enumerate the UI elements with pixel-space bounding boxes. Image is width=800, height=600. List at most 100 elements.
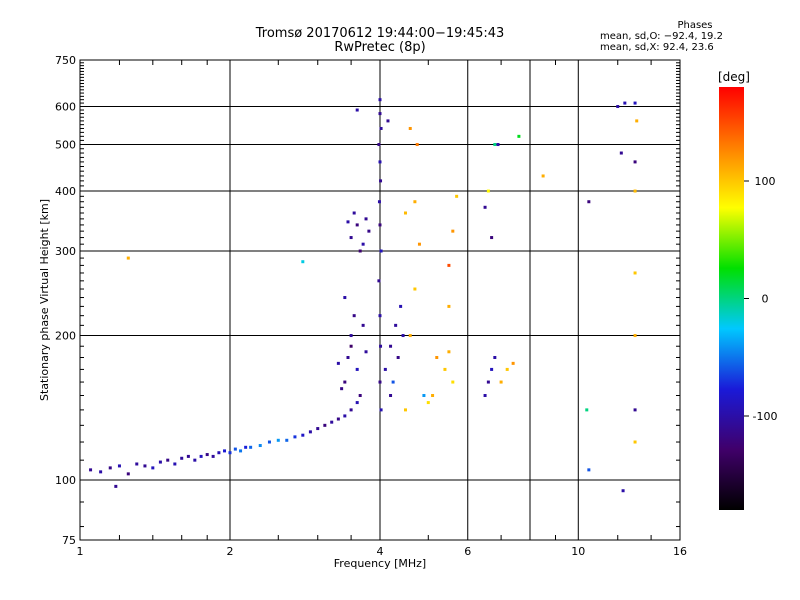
scatter-point: [355, 223, 359, 227]
chart-subtitle: RwPretec (8p): [334, 40, 426, 55]
scatter-point: [383, 367, 387, 371]
scatter-point: [377, 143, 381, 147]
scatter-point: [193, 458, 197, 462]
phase-legend-title: Phases: [677, 20, 713, 31]
scatter-point: [447, 350, 451, 354]
scatter-point: [490, 367, 494, 371]
scatter-point: [180, 456, 184, 460]
scatter-point: [633, 334, 637, 338]
scatter-point: [378, 380, 382, 384]
scatter-point: [211, 454, 215, 458]
scatter-point: [276, 438, 280, 442]
scatter-point: [499, 380, 503, 384]
y-tick-label: 400: [55, 185, 76, 198]
scatter-point: [358, 394, 362, 398]
scatter-point: [490, 236, 494, 240]
scatter-point: [377, 200, 381, 204]
scatter-point: [635, 119, 639, 123]
scatter-point: [267, 440, 271, 444]
scatter-point: [378, 314, 382, 318]
scatter-point: [379, 344, 383, 348]
scatter-point: [619, 151, 623, 155]
scatter-point: [352, 314, 356, 318]
scatter-point: [486, 380, 490, 384]
scatter-point: [358, 249, 362, 253]
scatter-point: [343, 296, 347, 300]
scatter-point: [377, 279, 381, 283]
scatter-point: [173, 462, 177, 466]
scatter-point: [379, 249, 383, 253]
scatter-point: [417, 242, 421, 246]
scatter-point: [346, 220, 350, 224]
colorbar-tick-label: -100: [753, 410, 778, 423]
scatter-point: [378, 98, 382, 102]
scatter-point: [349, 408, 353, 412]
scatter-point: [249, 445, 253, 449]
y-tick-label: 600: [55, 101, 76, 114]
x-tick-label: 16: [673, 545, 687, 558]
scatter-point: [585, 408, 589, 412]
scatter-point: [89, 468, 93, 472]
scatter-point: [623, 101, 627, 105]
scatter-point: [386, 119, 390, 123]
scatter-point: [447, 263, 451, 267]
scatter-point: [389, 344, 393, 348]
x-tick-label: 10: [571, 545, 585, 558]
scatter-point: [126, 472, 130, 476]
y-tick-label: 100: [55, 474, 76, 487]
scatter-point: [336, 417, 340, 421]
scatter-point: [316, 427, 320, 431]
scatter-point: [336, 361, 340, 365]
scatter-point: [587, 200, 591, 204]
x-tick-label: 2: [227, 545, 234, 558]
scatter-point: [301, 260, 305, 264]
scatter-point: [413, 287, 417, 291]
scatter-point: [415, 143, 419, 147]
phase-legend-x: mean, sd,X: 92.4, 23.6: [600, 42, 714, 53]
scatter-point: [340, 387, 344, 391]
scatter-point: [486, 189, 490, 193]
colorbar-tick-label: 0: [762, 293, 769, 306]
scatter-point: [364, 350, 368, 354]
scatter-point: [496, 143, 500, 147]
scatter-point: [379, 126, 383, 130]
scatter-point: [505, 367, 509, 371]
scatter-point: [346, 355, 350, 359]
scatter-point: [135, 462, 139, 466]
grid-lines: [80, 60, 680, 540]
scatter-point: [364, 217, 368, 221]
scatter-point: [517, 134, 521, 138]
scatter-point: [285, 438, 289, 442]
scatter-point: [199, 454, 203, 458]
scatter-point: [378, 223, 382, 227]
scatter-point: [379, 179, 383, 183]
scatter-point: [396, 355, 400, 359]
scatter-points: [89, 98, 639, 493]
scatter-point: [422, 394, 426, 398]
scatter-point: [114, 484, 118, 488]
scatter-point: [391, 380, 395, 384]
scatter-point: [447, 304, 451, 308]
scatter-point: [633, 408, 637, 412]
y-tick-label: 500: [55, 139, 76, 152]
scatter-point: [451, 380, 455, 384]
scatter-point: [108, 466, 112, 470]
scatter-point: [361, 242, 365, 246]
scatter-point: [166, 458, 170, 462]
axis-ticks: 1 2 4 6 10 16 75 100 200 300 400 500 600 750: [55, 54, 687, 558]
colorbar-tick-label: 100: [755, 175, 776, 188]
scatter-point: [455, 194, 459, 198]
scatter-point: [541, 174, 545, 178]
phase-legend-o: mean, sd,O: −92.4, 19.2: [600, 31, 723, 42]
scatter-point: [352, 211, 356, 215]
scatter-point: [633, 101, 637, 105]
scatter-point: [633, 160, 637, 164]
y-tick-label: 300: [55, 245, 76, 258]
colorbar: [719, 87, 744, 510]
scatter-point: [301, 433, 305, 437]
y-tick-label: 750: [55, 54, 76, 67]
scatter-point: [217, 451, 221, 455]
scatter-point: [633, 440, 637, 444]
scatter-point: [408, 334, 412, 338]
